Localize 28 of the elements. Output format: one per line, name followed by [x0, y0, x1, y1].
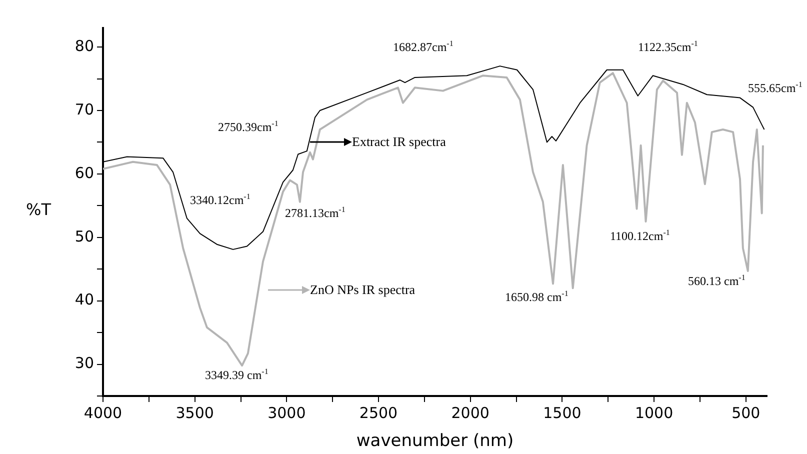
y-tick-label: 80 — [74, 36, 94, 55]
y-tick-label: 70 — [74, 100, 94, 118]
y-tick-label: 30 — [74, 354, 94, 372]
annotation: 2781.13cm$^{-1}$ — [285, 205, 346, 220]
annotation: 1122.35cm$^{-1}$ — [638, 39, 698, 54]
y-tick-label: 40 — [74, 290, 94, 309]
x-tick-label: 1500 — [543, 404, 582, 422]
annotation: 1682.87cm$^{-1}$ — [393, 39, 454, 54]
y-axis-title: %T — [26, 200, 51, 219]
y-tick-label: 50 — [74, 227, 94, 246]
annotation: 1650.98 cm$^{-1}$ — [505, 289, 568, 304]
x-tick-label: 3000 — [268, 404, 306, 422]
x-tick-label: 1000 — [634, 404, 674, 422]
legend-label: ZnO NPs IR spectra — [310, 282, 416, 298]
annotation: 1100.12cm$^{-1}$ — [610, 228, 670, 243]
annotation: 555.65cm$^{-1}$ — [748, 80, 802, 95]
x-tick-label: 4000 — [84, 404, 122, 422]
x-tick-label: 3500 — [176, 404, 214, 422]
y-tick-label: 60 — [74, 164, 94, 182]
x-tick-label: 500 — [732, 404, 760, 422]
annotation: 560.13 cm$^{-1}$ — [688, 273, 746, 288]
x-tick-label: 2000 — [451, 404, 490, 422]
annotation: 2750.39cm$^{-1}$ — [218, 119, 278, 134]
legend-label: Extract IR spectra — [352, 134, 446, 150]
annotation: 3349.39 cm$^{-1}$ — [205, 367, 268, 382]
x-tick-label: 2500 — [359, 404, 398, 422]
x-axis-title: wavenumber (nm) — [356, 431, 514, 452]
annotation: 3340.12cm$^{-1}$ — [190, 192, 250, 207]
